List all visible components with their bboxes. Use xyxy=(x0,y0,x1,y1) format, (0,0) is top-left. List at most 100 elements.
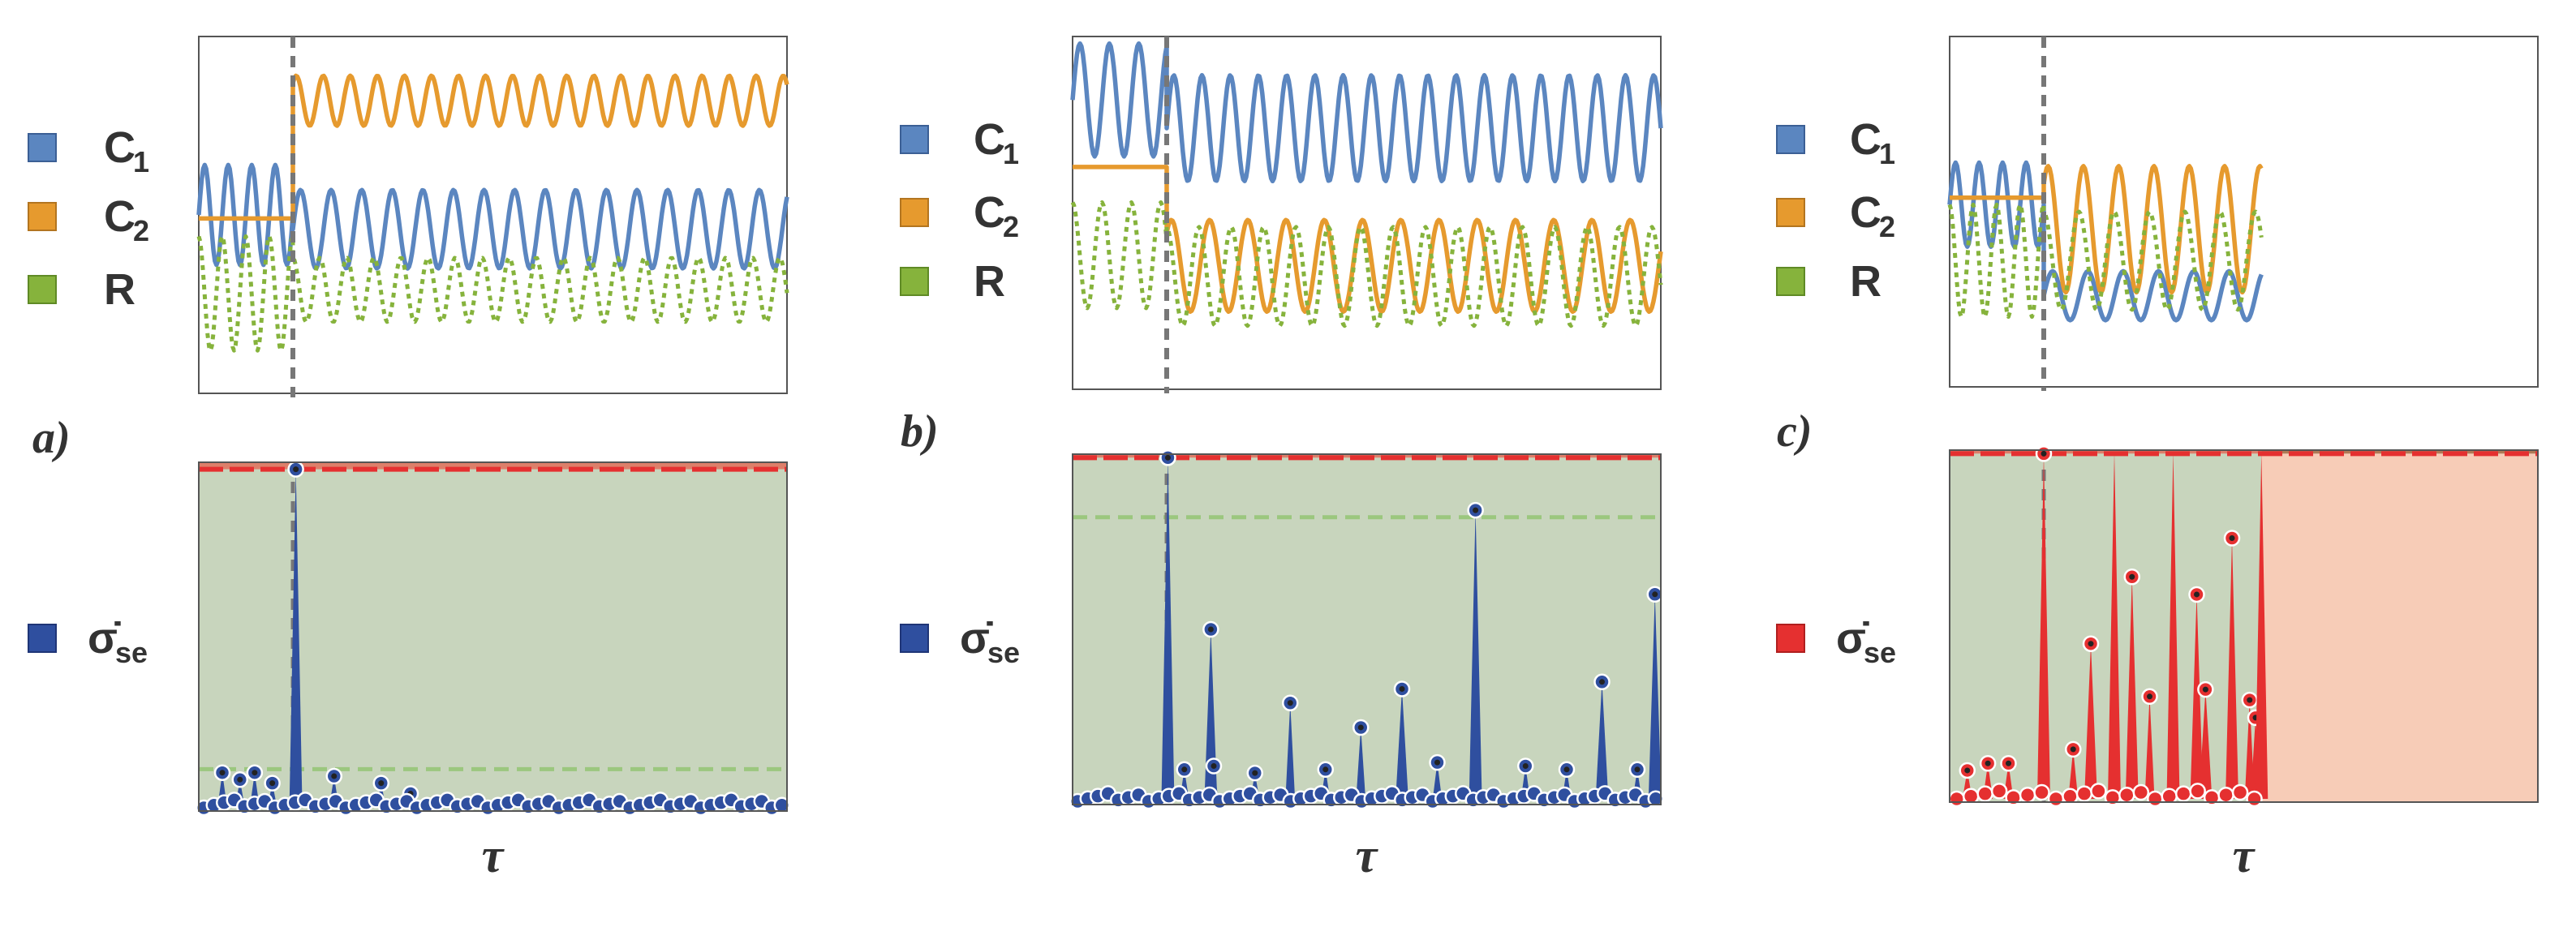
spike-bar xyxy=(2166,452,2180,799)
spike-bar xyxy=(2068,749,2079,799)
legend-c1-label: C xyxy=(974,115,1005,164)
baseline-marker xyxy=(2033,783,2050,801)
spike-marker-center xyxy=(2088,641,2094,647)
spike-marker-center xyxy=(2006,760,2011,766)
spike-marker-center xyxy=(1473,507,1479,513)
baseline-marker xyxy=(773,796,790,814)
spike-marker-center xyxy=(1985,760,1991,766)
series-line-c2 xyxy=(1949,164,2264,295)
spike-marker-center xyxy=(2129,573,2135,580)
danger-zone xyxy=(199,462,787,470)
legend-c2-label: C xyxy=(104,192,135,241)
legend-c1-subscript: 1 xyxy=(1003,137,1019,170)
spike-marker-center xyxy=(293,466,299,473)
legend-sigma-subscript: se xyxy=(987,636,1020,669)
baseline-marker xyxy=(1976,785,1993,802)
spike-bar xyxy=(2226,538,2238,799)
spike-marker-center xyxy=(2247,697,2253,703)
spike-marker-center xyxy=(1434,759,1440,766)
spike-marker-center xyxy=(1322,766,1329,773)
spike-marker-center xyxy=(219,770,226,776)
legend-a: C 1 C 2 R xyxy=(28,123,149,314)
legend-c1-label: C xyxy=(104,123,135,172)
legend-c1-swatch xyxy=(900,125,929,154)
legend-r-label: R xyxy=(1850,257,1881,306)
bottom-plot-frame-c xyxy=(1949,449,2539,803)
legend-r-swatch xyxy=(900,267,929,296)
panel-label-b: b) xyxy=(901,406,939,457)
spike-marker-center xyxy=(1964,767,1971,774)
legend-c2-subscript: 2 xyxy=(1879,210,1895,243)
legend-c2-subscript: 2 xyxy=(1003,210,1019,243)
panel-c: C 1 C 2 R c) σ̇ se τ xyxy=(1776,36,2539,882)
safe-zone xyxy=(1073,457,1661,805)
series-line-c1 xyxy=(196,162,789,271)
spike-marker-center xyxy=(1563,766,1570,773)
legend-sigma-c: σ̇ se xyxy=(1776,614,1896,669)
x-axis-label-a: τ xyxy=(482,829,505,882)
legend-r-label: R xyxy=(974,257,1005,306)
series-line-r xyxy=(196,234,789,353)
baseline-marker xyxy=(2217,786,2234,804)
spike-bar xyxy=(2037,453,2050,799)
series-line-c1 xyxy=(1947,160,2264,323)
legend-c2-label: C xyxy=(1850,188,1881,237)
spike-bar xyxy=(1595,681,1609,801)
legend-b: C 1 C 2 R xyxy=(900,115,1019,306)
panel-label-c: c) xyxy=(1777,406,1813,457)
x-axis-label-c: τ xyxy=(2233,829,2256,882)
baseline-marker xyxy=(2189,783,2206,800)
spike-marker-center xyxy=(331,773,338,779)
bottom-plot-frame-b xyxy=(1072,453,1662,805)
panel-label-a: a) xyxy=(32,413,71,463)
legend-r-swatch xyxy=(1776,267,1805,296)
top-plot-b xyxy=(1070,36,1663,393)
spike-marker-center xyxy=(2041,450,2047,457)
baseline-marker xyxy=(2090,783,2107,800)
spike-marker-center xyxy=(269,780,276,787)
spike-marker-center xyxy=(237,776,243,783)
legend-c1-subscript: 1 xyxy=(1879,137,1895,170)
series-line-r xyxy=(1947,202,2264,320)
legend-c2-label: C xyxy=(974,188,1005,237)
baseline-marker xyxy=(1647,790,1664,808)
spike-bar xyxy=(2199,689,2213,799)
legend-c2-swatch xyxy=(28,202,57,231)
spike-marker-center xyxy=(1164,454,1171,461)
spike-bar xyxy=(1469,510,1482,801)
spike-marker-center xyxy=(2070,746,2076,753)
spike-bar xyxy=(2255,452,2269,799)
spike-marker-center xyxy=(1522,762,1529,769)
legend-c1-swatch xyxy=(1776,125,1805,154)
legend-c1-swatch xyxy=(28,133,57,162)
spike-marker-center xyxy=(2202,686,2208,693)
spike-marker-center xyxy=(2147,693,2152,700)
series-line-c1 xyxy=(1070,41,1663,184)
bottom-plot-c xyxy=(1948,445,2538,808)
spike-marker-center xyxy=(378,780,385,787)
legend-sigma-subscript: se xyxy=(115,636,148,669)
baseline-marker xyxy=(2047,790,2065,808)
bottom-plot-b xyxy=(1069,449,1664,810)
legend-c1-label: C xyxy=(1850,115,1881,164)
series-line-r xyxy=(1070,200,1663,328)
spike-bar xyxy=(2125,577,2139,799)
bottom-plot-a xyxy=(196,461,790,817)
legend-r-label: R xyxy=(104,265,135,314)
panel-a: C 1 C 2 R a) σ̇ se τ xyxy=(28,36,790,882)
spike-marker-center xyxy=(1652,591,1658,598)
spike-marker-center xyxy=(1211,762,1217,769)
spike-marker-center xyxy=(1599,679,1605,685)
legend-c: C 1 C 2 R xyxy=(1776,115,1895,306)
spike-bar xyxy=(1356,727,1366,801)
legend-c2-swatch xyxy=(900,198,929,227)
legend-c2-swatch xyxy=(1776,198,1805,227)
baseline-marker xyxy=(2075,785,2093,802)
baseline-marker xyxy=(1948,790,1965,808)
baseline-marker xyxy=(2118,786,2135,804)
legend-sigma-swatch xyxy=(900,624,929,653)
safe-zone xyxy=(199,469,787,811)
baseline-marker xyxy=(2019,786,2036,804)
legend-sigma-label: σ̇ xyxy=(1836,614,1869,663)
safe-zone xyxy=(1950,453,2262,802)
